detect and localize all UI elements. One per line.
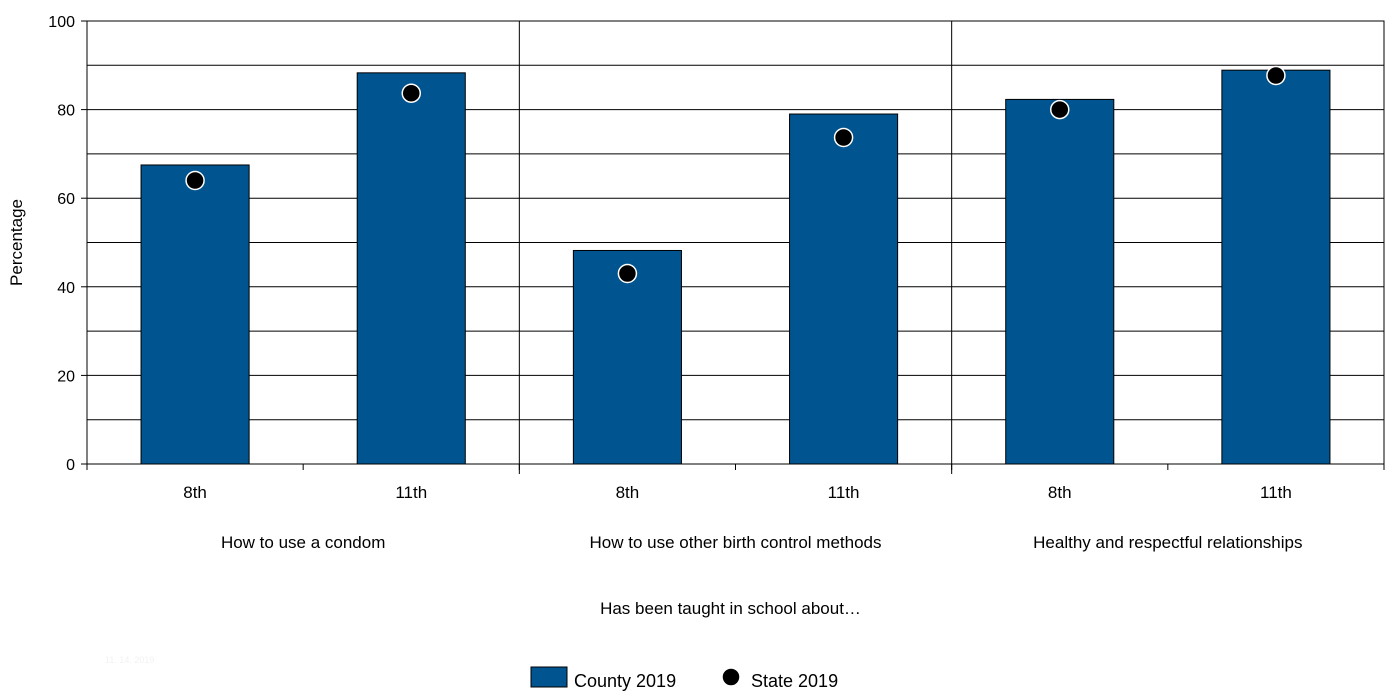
group-label: How to use a condom [221, 533, 385, 552]
bar-county-2019 [789, 113, 899, 465]
y-tick-label: 40 [57, 280, 75, 297]
bar-county-2019 [1005, 98, 1115, 465]
bar-county-2019 [572, 249, 682, 465]
faint-date-text: 11. 14. 2019 [105, 655, 154, 665]
x-category-label: 11th [395, 483, 427, 502]
x-category-label: 8th [1048, 483, 1072, 502]
dot-state-2019 [1050, 99, 1070, 120]
x-category-label: 11th [828, 483, 860, 502]
x-category-label: 11th [1260, 483, 1292, 502]
y-tick-label: 80 [57, 103, 75, 120]
y-tick-label: 100 [48, 14, 75, 31]
bar-county-2019 [356, 72, 466, 465]
dot-state-2019 [185, 170, 205, 191]
x-axis-title: Has been taught in school about… [600, 599, 861, 618]
dot-state-2019 [833, 127, 854, 148]
dot-state-2019 [617, 263, 638, 284]
dot-state-2019 [401, 83, 421, 103]
legend-swatch-county [530, 666, 568, 688]
group-label: Healthy and respectful relationships [1033, 533, 1302, 552]
y-tick-label: 20 [57, 368, 75, 385]
bar-county-2019 [140, 164, 250, 465]
x-category-label: 8th [616, 483, 640, 502]
y-tick-label: 60 [57, 191, 75, 208]
dot-state-2019 [1266, 65, 1286, 86]
x-category-label: 8th [183, 483, 207, 502]
y-axis-title: Percentage [7, 199, 26, 286]
bar-county-2019 [1221, 69, 1331, 465]
y-tick-label: 0 [66, 457, 75, 474]
legend-label-county: County 2019 [574, 671, 676, 691]
legend-label-state: State 2019 [751, 671, 838, 691]
legend-dot-state [721, 667, 741, 687]
group-label: How to use other birth control methods [590, 533, 882, 552]
